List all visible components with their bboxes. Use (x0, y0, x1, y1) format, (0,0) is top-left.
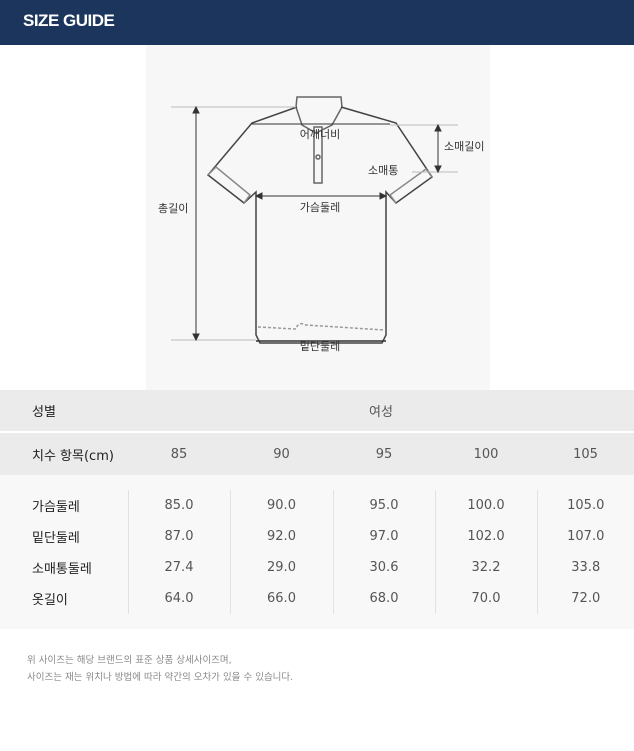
cell: 27.4 (127, 552, 230, 583)
cell: 97.0 (332, 521, 435, 552)
size-table: 성별 여성 치수 항목(cm) 85 90 95 100 105 가슴둘레 85… (0, 390, 634, 629)
cell: 30.6 (332, 552, 435, 583)
cell: 92.0 (229, 521, 333, 552)
label-total-length: 총길이 (158, 202, 188, 215)
polo-shirt-illustration: 어깨너비 소매길이 소매통 가슴둘레 총길이 밑단둘레 (158, 96, 484, 353)
gender-row: 성별 여성 (0, 390, 634, 433)
table-row: 소매통둘레 27.4 29.0 30.6 32.2 33.8 (0, 552, 634, 583)
note-line: 사이즈는 재는 위치나 방법에 따라 약간의 오차가 있을 수 있습니다. (27, 672, 294, 683)
gender-label: 성별 (0, 390, 128, 433)
row-label: 가슴둘레 (0, 490, 128, 521)
size-label: 치수 항목(cm) (0, 432, 128, 475)
row-label: 옷길이 (0, 583, 128, 614)
header-title: SIZE GUIDE (23, 11, 115, 30)
cell: 68.0 (332, 583, 435, 614)
size-note: 위 사이즈는 해당 브랜드의 표준 상품 상세사이즈며, 사이즈는 재는 위치나… (27, 652, 293, 686)
cell: 29.0 (229, 552, 333, 583)
cell: 72.0 (536, 583, 634, 614)
label-chest: 가슴둘레 (300, 201, 340, 214)
cell: 102.0 (434, 521, 537, 552)
size-header: 100 (435, 432, 537, 475)
cell: 85.0 (127, 490, 230, 521)
cell: 64.0 (127, 583, 230, 614)
shirt-measurement-diagram: 어깨너비 소매길이 소매통 가슴둘레 총길이 밑단둘레 (146, 45, 490, 390)
note-line: 위 사이즈는 해당 브랜드의 표준 상품 상세사이즈며, (27, 655, 232, 666)
size-header: 85 (128, 432, 230, 475)
table-row: 밑단둘레 87.0 92.0 97.0 102.0 107.0 (0, 521, 634, 552)
row-label: 소매통둘레 (0, 552, 128, 583)
cell: 87.0 (127, 521, 230, 552)
size-header: 95 (333, 432, 435, 475)
cell: 100.0 (434, 490, 537, 521)
label-shoulder: 어깨너비 (300, 128, 340, 141)
cell: 33.8 (536, 552, 634, 583)
row-label: 밑단둘레 (0, 521, 128, 552)
size-header: 90 (230, 432, 333, 475)
gender-value: 여성 (128, 390, 634, 433)
cell: 105.0 (536, 490, 634, 521)
table-row: 옷길이 64.0 66.0 68.0 70.0 72.0 (0, 583, 634, 614)
cell: 70.0 (434, 583, 537, 614)
size-header: 105 (537, 432, 634, 475)
label-sleeve-width: 소매통 (368, 164, 398, 177)
label-sleeve-length: 소매길이 (444, 140, 484, 153)
table-row: 가슴둘레 85.0 90.0 95.0 100.0 105.0 (0, 490, 634, 521)
size-header-row: 치수 항목(cm) 85 90 95 100 105 (0, 432, 634, 475)
cell: 90.0 (229, 490, 333, 521)
cell: 66.0 (229, 583, 333, 614)
cell: 107.0 (536, 521, 634, 552)
cell: 32.2 (434, 552, 537, 583)
label-hem: 밑단둘레 (300, 340, 340, 353)
size-guide-header: SIZE GUIDE (0, 0, 634, 45)
cell: 95.0 (332, 490, 435, 521)
